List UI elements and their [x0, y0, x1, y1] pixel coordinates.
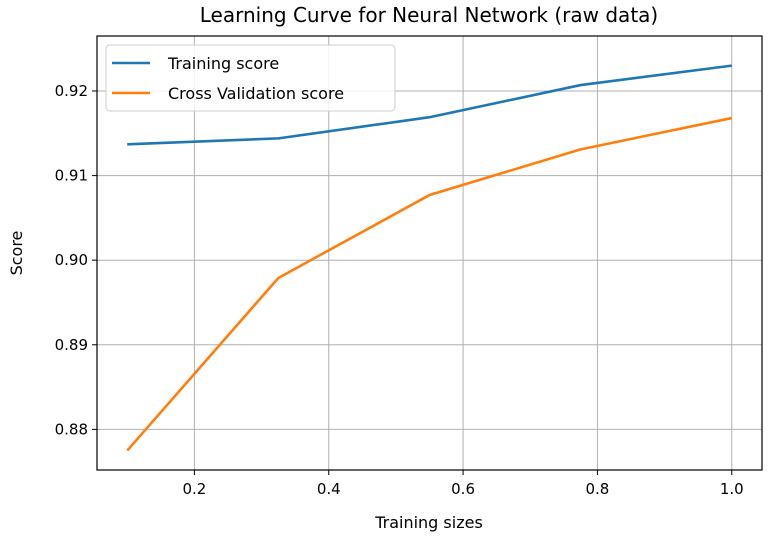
- legend-box: [105, 44, 396, 112]
- y-tick-label: 0.92: [55, 82, 88, 100]
- x-tick-label: 1.0: [720, 480, 744, 498]
- y-tick-label: 0.89: [55, 336, 88, 354]
- series-layer: [126, 64, 733, 452]
- legend-label: Cross Validation score: [168, 84, 344, 103]
- y-axis-label: Score: [7, 231, 26, 276]
- series-line-cross-validation-score: [126, 116, 733, 452]
- x-tick-label: 0.8: [585, 480, 609, 498]
- x-tick-label: 0.4: [317, 480, 341, 498]
- chart-title: Learning Curve for Neural Network (raw d…: [200, 3, 658, 27]
- x-tick-label: 0.6: [451, 480, 475, 498]
- y-tick-label: 0.88: [55, 420, 88, 438]
- x-tick-label: 0.2: [182, 480, 206, 498]
- grid-layer: [97, 36, 762, 470]
- ticks-layer: 0.2 0.4 0.6 0.8 1.0 0.88 0.89 0.90 0.91 0.92: [55, 82, 744, 498]
- y-tick-label: 0.91: [55, 167, 88, 185]
- x-axis-label: Training sizes: [374, 513, 483, 532]
- legend: Training score Cross Validation score: [105, 44, 396, 112]
- plot-area-frame: [96, 35, 763, 471]
- y-tick-label: 0.90: [55, 251, 88, 269]
- series-line-training-score: [127, 64, 732, 146]
- legend-label: Training score: [167, 54, 279, 73]
